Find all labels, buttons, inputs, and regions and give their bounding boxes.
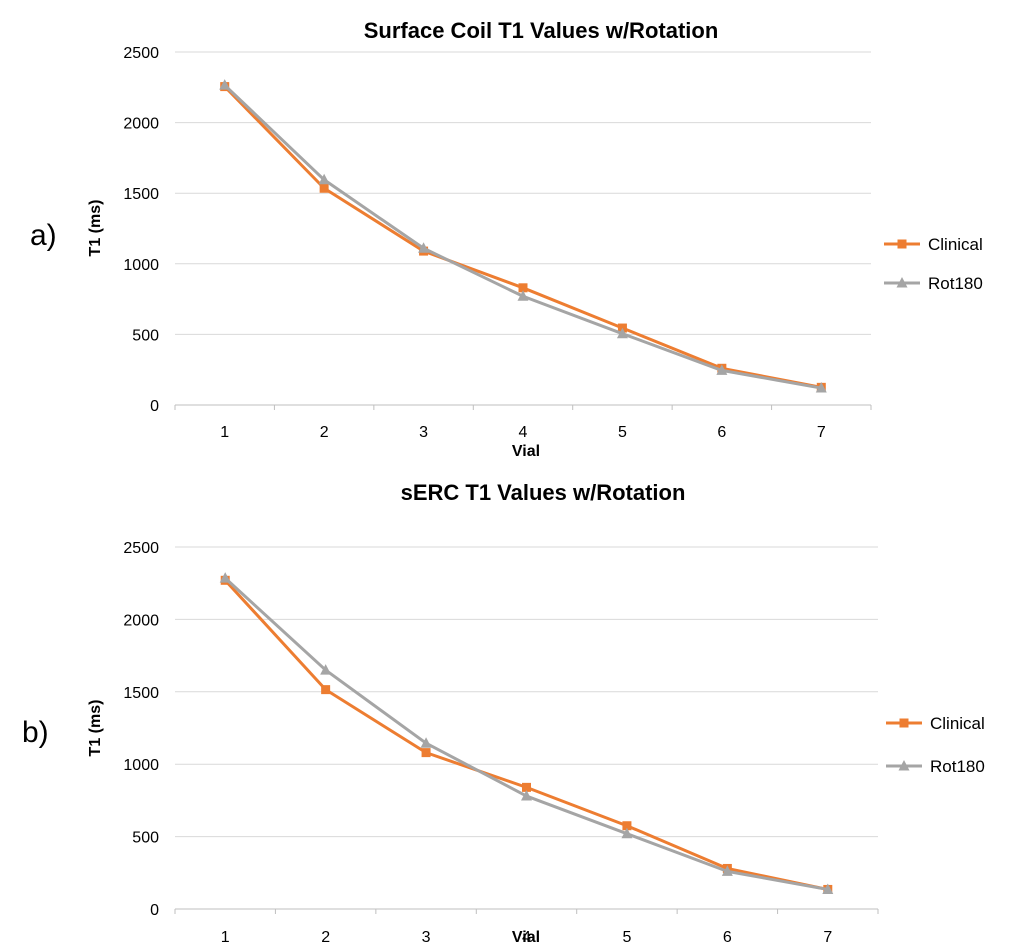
chart-a-title: Surface Coil T1 Values w/Rotation	[364, 18, 719, 43]
chart-b-panel-label: b)	[22, 716, 49, 749]
x-tick-label: 6	[717, 424, 726, 441]
y-tick-label: 500	[132, 830, 159, 847]
chart-b-legend: Clinical Rot180	[886, 714, 985, 776]
x-tick-label: 5	[622, 929, 631, 946]
chart-a-panel-label: a)	[30, 219, 57, 252]
x-tick-label: 3	[422, 929, 431, 946]
x-tick-label: 1	[220, 424, 229, 441]
legend-marker-rot180	[898, 760, 910, 771]
x-tick-label: 1	[221, 929, 230, 946]
y-tick-label: 1000	[123, 757, 159, 774]
data-point-clinical	[622, 821, 632, 831]
chart-a-series	[219, 79, 827, 393]
chart-b-series	[219, 572, 834, 894]
chart-a-y-axis-label: T1 (ms)	[87, 200, 104, 257]
data-point-rot180	[320, 664, 332, 675]
data-point-rot180	[219, 572, 231, 583]
chart-b-y-axis-label: T1 (ms)	[87, 700, 104, 757]
chart-a-x-ticks: 1 2 3 4 5 6 7	[220, 424, 826, 441]
data-point-rot180	[822, 883, 834, 894]
y-tick-label: 2500	[123, 540, 159, 557]
legend-label-rot180: Rot180	[928, 274, 983, 293]
data-point-clinical	[321, 685, 331, 695]
y-tick-label: 500	[132, 327, 159, 344]
data-point-rot180	[517, 290, 529, 301]
y-tick-label: 2000	[123, 612, 159, 629]
data-point-rot180	[616, 327, 628, 339]
y-tick-label: 2000	[123, 116, 159, 133]
data-point-rot180	[420, 737, 432, 748]
data-point-rot180	[621, 827, 633, 839]
data-point-clinical	[522, 782, 531, 792]
x-tick-label: 4	[522, 929, 531, 946]
legend-marker-rot180	[896, 277, 908, 288]
data-point-rot180	[418, 242, 430, 253]
series-line-clinical	[223, 85, 822, 389]
chart-b: sERC T1 Values w/Rotation b) T1 (ms) Via…	[22, 480, 985, 946]
series-line-rot180	[223, 84, 822, 390]
series-line-clinical	[224, 579, 829, 891]
y-tick-label: 0	[150, 902, 159, 919]
series-line-rot180	[224, 577, 829, 891]
y-tick-label: 1500	[123, 186, 159, 203]
x-tick-label: 4	[519, 424, 528, 441]
legend-label-clinical: Clinical	[928, 235, 983, 254]
legend-marker-clinical	[899, 718, 909, 728]
chart-b-x-ticks: 1 2 3 4 5 6 7	[221, 929, 833, 946]
chart-b-y-ticks: 0 500 1000 1500 2000 2500	[123, 540, 159, 919]
data-point-clinical	[421, 748, 431, 758]
x-tick-label: 7	[817, 424, 826, 441]
y-tick-label: 1500	[123, 685, 159, 702]
chart-b-title: sERC T1 Values w/Rotation	[401, 480, 686, 505]
y-tick-label: 0	[150, 398, 159, 415]
chart-a-x-axis-label: Vial	[512, 443, 540, 460]
chart-a: Surface Coil T1 Values w/Rotation a) T1 …	[30, 18, 983, 460]
data-point-clinical	[518, 283, 528, 293]
x-tick-label: 2	[320, 424, 329, 441]
x-tick-label: 6	[723, 929, 732, 946]
data-point-rot180	[318, 173, 330, 185]
y-tick-label: 2500	[123, 45, 159, 62]
chart-a-gridlines	[174, 51, 872, 410]
x-tick-label: 3	[419, 424, 428, 441]
data-point-rot180	[521, 790, 532, 801]
chart-b-gridlines	[174, 546, 879, 914]
x-tick-label: 2	[321, 929, 330, 946]
data-point-rot180	[219, 79, 231, 90]
data-point-rot180	[721, 865, 733, 876]
legend-marker-clinical	[897, 239, 907, 249]
chart-a-y-ticks: 0 500 1000 1500 2000 2500	[123, 45, 159, 415]
data-point-rot180	[716, 364, 728, 375]
x-tick-label: 5	[618, 424, 627, 441]
chart-b-x-axis-label: Vial	[512, 929, 540, 946]
data-point-rot180	[815, 382, 827, 393]
legend-label-clinical: Clinical	[930, 714, 985, 733]
chart-a-legend: Clinical Rot180	[884, 235, 983, 293]
legend-label-rot180: Rot180	[930, 757, 985, 776]
data-point-clinical	[319, 183, 329, 193]
x-tick-label: 7	[823, 929, 832, 946]
y-tick-label: 1000	[123, 257, 159, 274]
